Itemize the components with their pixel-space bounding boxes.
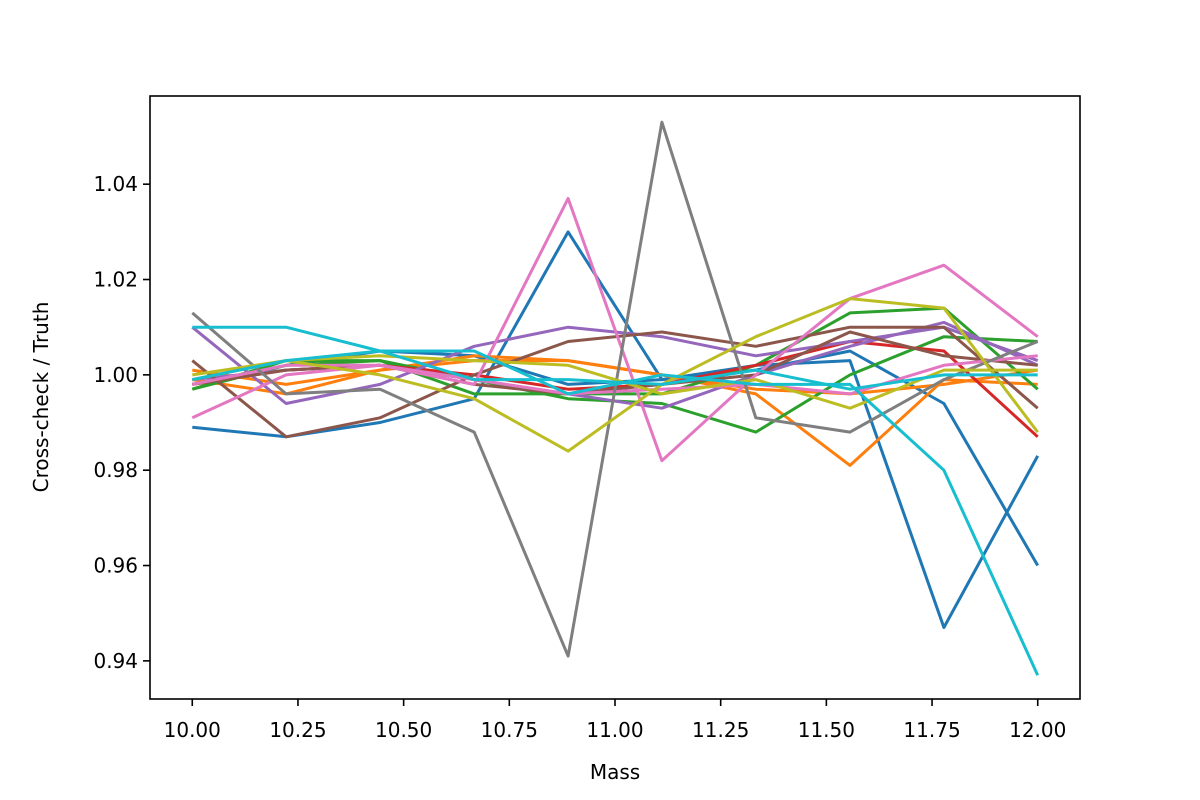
y-tick-label: 0.94 — [93, 649, 138, 673]
y-axis-label: Cross-check / Truth — [29, 302, 53, 493]
y-tick-label: 1.00 — [93, 363, 138, 387]
series-line — [192, 230, 1039, 567]
x-tick-label: 12.00 — [1009, 718, 1066, 742]
x-tick-label: 10.75 — [481, 718, 538, 742]
x-axis-label: Mass — [590, 760, 640, 784]
y-tick-label: 1.04 — [93, 172, 138, 196]
y-axis: 0.94 0.96 0.98 1.00 1.02 1.04 — [93, 172, 150, 673]
x-tick-label: 10.00 — [164, 718, 221, 742]
x-tick-label: 11.25 — [692, 718, 749, 742]
y-tick-label: 1.02 — [93, 268, 138, 292]
series-line — [191, 325, 1039, 439]
series-line — [191, 197, 1039, 463]
series-line — [191, 120, 1039, 658]
x-tick-label: 11.00 — [586, 718, 643, 742]
x-tick-label: 11.50 — [798, 718, 855, 742]
series-line — [192, 297, 1039, 453]
x-axis: 10.00 10.25 10.50 10.75 11.00 11.25 11.50 11.75… — [164, 699, 1066, 742]
series-line — [192, 354, 1038, 410]
plot-area — [191, 120, 1040, 676]
series-line — [192, 325, 1040, 676]
y-tick-label: 0.98 — [93, 458, 138, 482]
x-tick-label: 10.25 — [269, 718, 326, 742]
y-tick-label: 0.96 — [93, 554, 138, 578]
x-tick-label: 11.75 — [903, 718, 960, 742]
series-line — [192, 349, 1038, 391]
x-tick-label: 10.50 — [375, 718, 432, 742]
